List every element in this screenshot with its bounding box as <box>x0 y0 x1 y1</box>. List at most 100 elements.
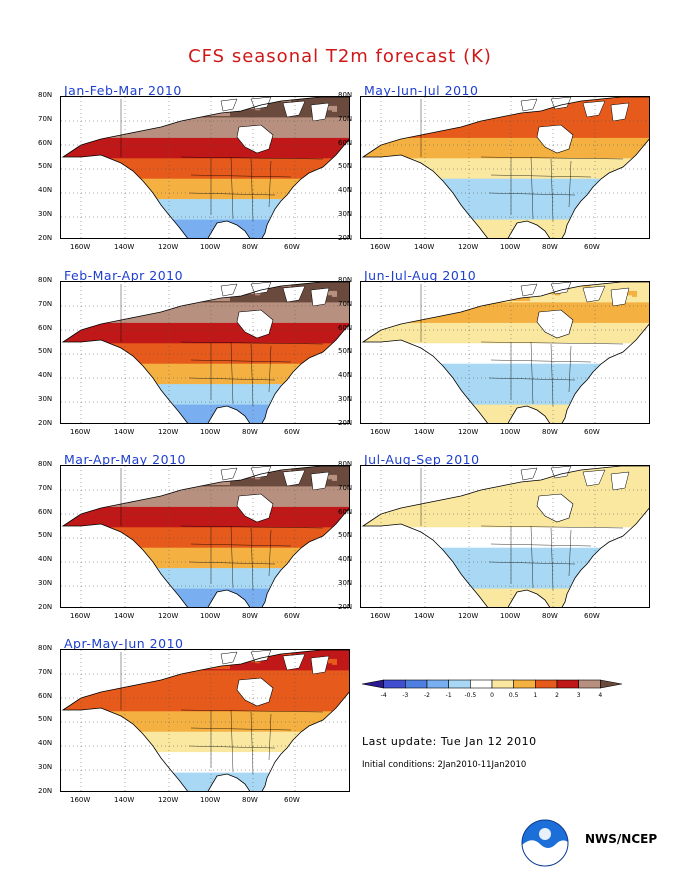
border-line <box>230 341 234 405</box>
lat-label: 60N <box>38 138 53 147</box>
anomaly-patch <box>97 285 107 291</box>
lat-label: 30N <box>38 395 53 403</box>
colorbar-swatch <box>556 679 579 689</box>
colorbar-tick-label: -1 <box>446 692 452 699</box>
lon-label: 160W <box>70 612 91 620</box>
map-svg <box>61 97 349 238</box>
colorbar-tick-label: -3 <box>402 692 408 699</box>
lon-label: 120W <box>158 796 179 804</box>
lat-label: 30N <box>338 210 353 218</box>
anomaly-patch <box>95 661 113 668</box>
border-line <box>250 343 254 407</box>
panel-title: Apr-May-Jun 2010 <box>64 636 184 651</box>
map-svg <box>361 466 649 607</box>
lon-label: 100W <box>500 612 521 620</box>
hudson-bay <box>536 493 574 523</box>
lon-label: 140W <box>114 428 135 436</box>
lat-label: 50N <box>338 162 353 171</box>
anomaly-patch <box>171 282 189 289</box>
anomaly-patch <box>97 469 107 475</box>
anomaly-patch <box>620 286 642 293</box>
arctic-island <box>610 102 630 122</box>
lat-label: 80N <box>338 91 353 99</box>
anomaly-patch <box>209 474 219 481</box>
lat-label: 70N <box>38 667 53 676</box>
lon-label: 60W <box>284 796 300 804</box>
colorbar-swatch <box>600 679 623 689</box>
arctic-island <box>250 282 272 295</box>
lon-label: 120W <box>158 243 179 251</box>
anomaly-band <box>363 97 649 119</box>
anomaly-patch <box>506 289 520 296</box>
border-line <box>190 174 292 178</box>
border-line <box>190 543 292 547</box>
map-svg <box>361 282 649 423</box>
anomaly-patch <box>620 470 642 477</box>
anomaly-patch <box>98 110 112 116</box>
lat-label: 20N <box>338 233 353 242</box>
graticule <box>61 650 349 791</box>
border-line <box>268 529 272 577</box>
borders <box>420 284 624 407</box>
lon-label: 60W <box>584 612 600 620</box>
lon-label: 100W <box>500 243 521 251</box>
lon-label: 100W <box>200 243 221 251</box>
lon-label: 140W <box>414 612 435 620</box>
anomaly-band <box>63 752 349 774</box>
anomaly-patch <box>135 108 153 115</box>
anomaly-patch <box>470 286 484 293</box>
anomaly-patch <box>434 98 448 105</box>
arctic-island <box>282 285 306 303</box>
anomaly-band <box>63 219 349 238</box>
lat-label: 40N <box>338 371 353 380</box>
anomaly-patch <box>63 650 71 656</box>
anomaly-band <box>63 588 349 607</box>
anomaly-patch <box>319 105 337 112</box>
anomaly-patch <box>469 475 479 481</box>
graticule <box>61 466 349 607</box>
colorbar-swatch <box>491 679 514 689</box>
anomaly-patch <box>209 105 219 112</box>
lat-label: 60N <box>38 507 53 516</box>
lon-label: 160W <box>370 243 391 251</box>
lon-label: 160W <box>70 796 91 804</box>
anomaly-patch <box>132 476 154 483</box>
arctic-island <box>250 97 272 110</box>
panel-title: Jun-Jul-Aug 2010 <box>364 268 477 283</box>
coastline <box>361 97 649 238</box>
border-line <box>190 359 292 363</box>
colorbar-swatch <box>578 679 601 689</box>
anomaly-patch <box>320 654 342 661</box>
borders <box>120 284 324 407</box>
lat-label: 60N <box>38 691 53 700</box>
lat-label: 50N <box>338 531 353 540</box>
lat-label: 70N <box>38 299 53 308</box>
anomaly-patch <box>245 477 255 484</box>
coastline <box>361 466 649 607</box>
anomaly-patch <box>432 476 454 483</box>
borders <box>120 468 324 591</box>
anomaly-band <box>63 97 349 119</box>
lat-label: 30N <box>338 395 353 403</box>
map-svg <box>61 282 349 423</box>
coastline <box>61 282 349 423</box>
anomaly-patch <box>206 473 220 480</box>
arctic-island <box>582 469 606 487</box>
anomaly-patch <box>319 658 337 665</box>
anomaly-patch <box>133 472 143 478</box>
anomaly-patch <box>95 293 113 300</box>
lon-label: 100W <box>200 612 221 620</box>
anomaly-patch <box>470 470 484 477</box>
coastline <box>61 97 349 238</box>
anomaly-band <box>63 547 349 570</box>
colorbar-swatch <box>535 679 558 689</box>
anomaly-patch <box>470 101 484 108</box>
colorbar-swatch <box>426 679 449 689</box>
anomaly-patch <box>472 476 494 483</box>
arctic-island <box>282 469 306 487</box>
map-panel-4: Jun-Jul-Aug 2010 80N 70N 60N 50N 40N 30N 20N 160… <box>338 268 650 446</box>
anomaly-band <box>363 302 649 324</box>
anomaly-patch <box>133 656 143 662</box>
anomaly-patch <box>320 470 342 477</box>
border-line <box>550 527 554 591</box>
